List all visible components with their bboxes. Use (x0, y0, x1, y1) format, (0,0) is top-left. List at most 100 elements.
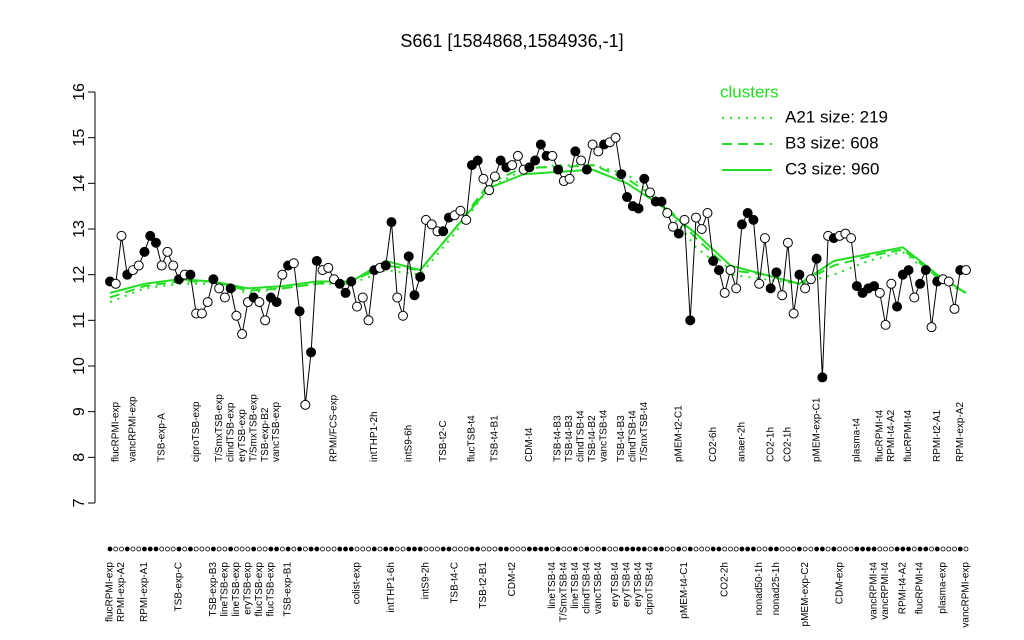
data-point (880, 319, 891, 330)
rug-dot (492, 546, 498, 552)
data-point (530, 155, 541, 166)
rug-dot (216, 546, 222, 552)
rug-dot (768, 546, 774, 552)
data-point (576, 155, 587, 166)
data-point (357, 292, 368, 303)
rug-dot (555, 546, 561, 552)
x-tick-label: lineTSB-t4 (570, 562, 581, 609)
rug-dot (165, 546, 170, 552)
rug-dot (883, 546, 888, 552)
x-tick-label: T/SmxTSB-exp (214, 394, 225, 462)
data-point (202, 297, 213, 308)
data-point (874, 287, 885, 298)
rug-dot (383, 546, 389, 552)
rug-dot (331, 546, 337, 552)
legend-title: clusters (720, 82, 779, 101)
rug-dot (791, 546, 797, 552)
data-point (311, 255, 322, 266)
x-tick-label: TSB-t2-B1 (478, 562, 489, 609)
data-point (386, 217, 397, 228)
data-point (208, 274, 219, 285)
rug-dot (170, 546, 176, 552)
data-point (777, 290, 788, 301)
x-tick-label: vancTSB-t4 (599, 409, 610, 462)
x-tick-label: CO2-6h (708, 427, 719, 462)
data-point (150, 237, 161, 248)
rug-dot (624, 546, 630, 552)
data-point (570, 146, 581, 157)
rug-dot (400, 546, 406, 552)
data-point (771, 267, 782, 278)
data-point (547, 150, 558, 161)
rug-dot (193, 546, 199, 552)
rug-dot (136, 546, 142, 552)
x-tick-label: RPMI/FCS-exp (329, 394, 340, 462)
data-point (254, 297, 265, 308)
x-tick-label: CDM-exp (834, 562, 845, 605)
rug-dot (538, 546, 544, 552)
rug-dot (245, 546, 251, 552)
x-tick-label: ciproTSB-exp (191, 401, 202, 462)
rug-dot (337, 546, 343, 552)
rug-dot (279, 546, 285, 552)
y-tick-label: 13 (71, 220, 88, 238)
x-tick-label: flucRPMI-t4 (903, 409, 914, 462)
data-point (323, 262, 334, 273)
rug-dot (360, 546, 366, 552)
data-point (219, 292, 230, 303)
data-point (851, 281, 862, 292)
rug-dot (779, 546, 785, 552)
rug-dot (486, 546, 492, 552)
data-point (363, 315, 374, 326)
rug-dot (601, 546, 607, 552)
rug-dot (699, 546, 705, 552)
rug-dot (124, 546, 130, 552)
rug-dot (923, 546, 929, 552)
x-tick-label: flucTSB-t4 (467, 415, 478, 462)
cluster-line (109, 164, 967, 299)
data-point (352, 301, 363, 312)
x-tick-label: lineTSB-exp (231, 562, 242, 617)
rug-dot (233, 546, 239, 552)
x-tick-label: CO2-2h (719, 562, 730, 597)
x-tick-label: pMEM-t4-C1 (679, 562, 690, 619)
rug-dot (159, 546, 165, 552)
x-tick-label: CO2-1h (765, 427, 776, 462)
rug-dot (670, 546, 676, 552)
data-point (340, 287, 351, 298)
x-tick-label: eryTSB-exp (243, 562, 254, 615)
data-point (397, 310, 408, 321)
x-tick-label: RPMI-t4-A2 (886, 409, 897, 462)
y-tick-label: 15 (71, 129, 88, 147)
data-point (524, 162, 535, 173)
data-point (484, 185, 495, 196)
data-point (736, 219, 747, 230)
rug-dot (572, 546, 578, 552)
rug-dot (618, 546, 624, 552)
data-point (260, 315, 271, 326)
rug-dot (325, 546, 331, 552)
x-tick-label: vancRPMI-t4 (880, 562, 891, 620)
data-point (478, 173, 489, 184)
x-tick-label: clindTSB-t4 (576, 410, 587, 462)
rug-dot (348, 546, 354, 552)
data-point (920, 265, 931, 276)
data-point (742, 208, 753, 219)
data-point (713, 265, 724, 276)
rug-dot (153, 546, 159, 552)
data-point (426, 219, 437, 230)
rug-dot (762, 546, 768, 552)
rug-dot (297, 546, 302, 552)
x-tick-label: pMEM-t2-C1 (673, 405, 684, 462)
x-tick-label: eryTSB-t4 (610, 562, 621, 607)
data-point (133, 260, 144, 271)
data-point (587, 139, 598, 150)
data-point (754, 278, 765, 289)
rug-dot (532, 546, 538, 552)
x-tick-label: intS9-2h (421, 562, 432, 599)
data-point (288, 258, 299, 269)
x-tick-label: intTHP1-2h (369, 411, 380, 462)
data-point (139, 246, 150, 257)
rug-dot (544, 546, 550, 552)
y-tick-label: 9 (71, 407, 88, 416)
